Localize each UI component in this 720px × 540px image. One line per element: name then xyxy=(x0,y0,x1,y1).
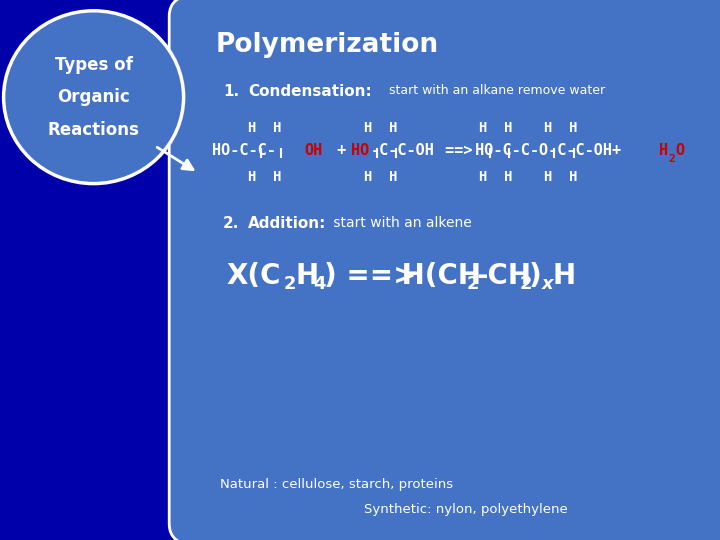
Text: H: H xyxy=(659,143,668,158)
Text: -C-C-OH: -C-C-OH xyxy=(371,143,435,158)
Text: OH: OH xyxy=(305,143,323,158)
Text: -CH: -CH xyxy=(477,262,531,290)
Text: HO: HO xyxy=(351,143,369,158)
Text: Reactions: Reactions xyxy=(48,120,140,139)
Text: H: H xyxy=(553,262,576,290)
Text: Synthetic: nylon, polyethylene: Synthetic: nylon, polyethylene xyxy=(364,503,567,516)
Text: Addition:: Addition: xyxy=(248,216,327,231)
Text: H: H xyxy=(295,262,318,290)
Text: O: O xyxy=(675,143,685,158)
Text: 2.: 2. xyxy=(223,216,240,231)
Text: 2: 2 xyxy=(284,275,296,293)
Text: Natural : cellulose, starch, proteins: Natural : cellulose, starch, proteins xyxy=(220,478,453,491)
Text: H  H: H H xyxy=(248,122,282,136)
Text: H  H: H H xyxy=(479,170,513,184)
Ellipse shape xyxy=(4,11,184,184)
Text: H  H: H H xyxy=(364,170,397,184)
Text: 2: 2 xyxy=(668,154,675,164)
FancyBboxPatch shape xyxy=(169,0,720,540)
Text: H(CH: H(CH xyxy=(392,262,482,290)
Text: ) ==>: ) ==> xyxy=(324,262,416,290)
Text: 4: 4 xyxy=(313,275,325,293)
Text: start with an alkene: start with an alkene xyxy=(329,216,472,230)
Text: HO-C-C-O-C-C-OH+: HO-C-C-O-C-C-OH+ xyxy=(466,143,621,158)
Text: Condensation:: Condensation: xyxy=(248,84,372,99)
Text: H  H: H H xyxy=(364,122,397,136)
Text: H  H: H H xyxy=(248,170,282,184)
Text: 2: 2 xyxy=(467,275,479,293)
Text: x: x xyxy=(541,275,553,293)
Text: X(C: X(C xyxy=(227,262,282,290)
Text: HO-C-C-: HO-C-C- xyxy=(212,143,276,158)
Text: H  H: H H xyxy=(544,122,577,136)
Text: H  H: H H xyxy=(544,170,577,184)
Text: Organic: Organic xyxy=(57,88,130,106)
Text: start with an alkane remove water: start with an alkane remove water xyxy=(385,84,606,97)
Text: H  H: H H xyxy=(479,122,513,136)
Text: 2: 2 xyxy=(520,275,532,293)
Text: +: + xyxy=(328,143,355,158)
Text: Polymerization: Polymerization xyxy=(216,32,439,58)
Text: ==>: ==> xyxy=(436,143,472,158)
Text: 1.: 1. xyxy=(223,84,239,99)
Text: ): ) xyxy=(529,262,542,290)
Text: Types of: Types of xyxy=(55,56,132,74)
